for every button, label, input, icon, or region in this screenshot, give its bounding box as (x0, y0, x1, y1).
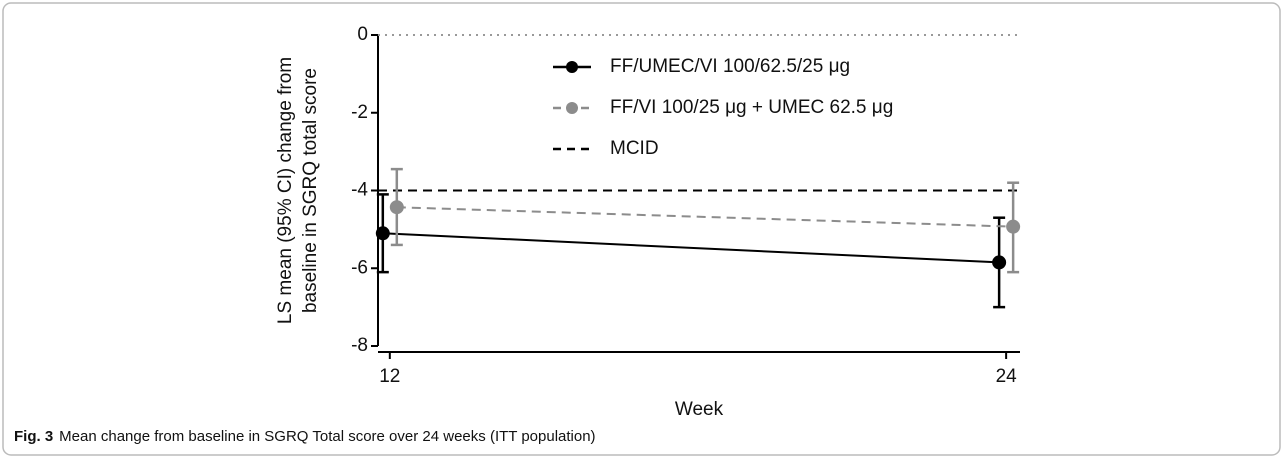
data-point (389, 200, 404, 215)
y-tick-label: -4 (351, 180, 368, 201)
series-line (396, 206, 1014, 228)
caption-label: Fig. 3 (14, 428, 53, 445)
data-point (375, 226, 390, 241)
legend-label: FF/UMEC/VI 100/62.5/25 μg (610, 56, 850, 77)
legend-label: FF/VI 100/25 μg + UMEC 62.5 μg (610, 97, 893, 118)
y-axis-title: baseline in SGRQ total score (300, 68, 321, 313)
data-point (1006, 219, 1021, 234)
series-line (382, 232, 1000, 264)
legend-marker (566, 61, 578, 73)
legend-marker (566, 102, 578, 114)
x-tick-label: 24 (996, 366, 1018, 387)
x-tick-label: 12 (379, 366, 400, 387)
caption: Fig. 3 Mean change from baseline in SGRQ … (14, 428, 596, 445)
x-axis-title: Week (675, 399, 724, 420)
y-tick-label: -8 (351, 335, 368, 356)
y-tick-label: -6 (351, 257, 368, 278)
caption-text: Mean change from baseline in SGRQ Total … (59, 428, 595, 445)
y-tick-label: -2 (351, 102, 368, 123)
y-tick-label: 0 (357, 24, 368, 45)
data-point (992, 255, 1007, 270)
legend-label: MCID (610, 138, 659, 159)
y-axis-title: LS mean (95% CI) change from (275, 57, 296, 324)
